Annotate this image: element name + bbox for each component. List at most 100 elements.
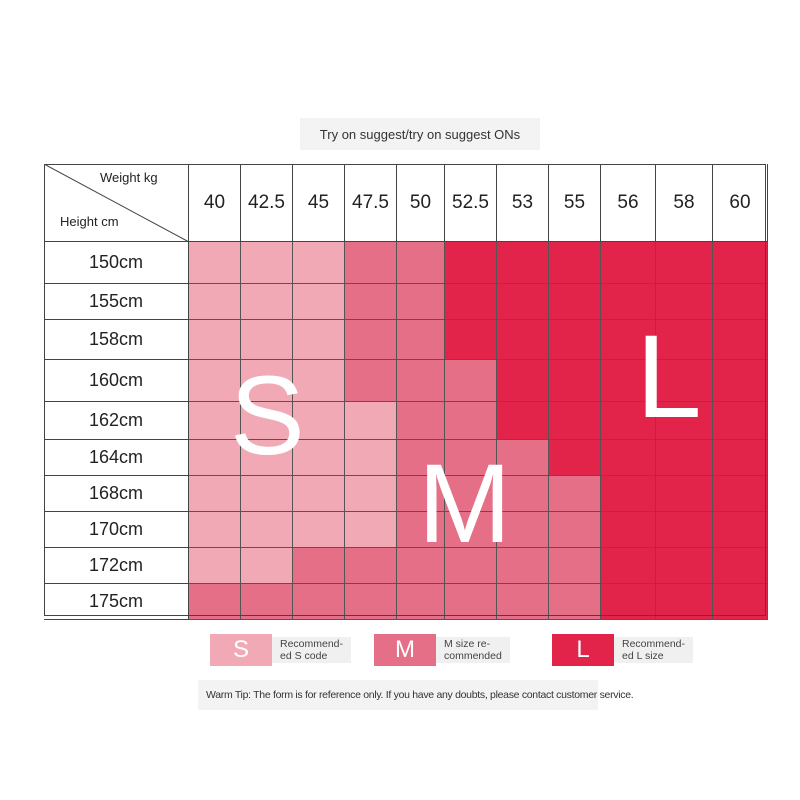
size-cell-l [601, 440, 656, 476]
size-cell-m [345, 360, 397, 402]
size-cell-s [345, 476, 397, 512]
size-l-overlay: L [636, 311, 702, 443]
size-cell-s [241, 440, 293, 476]
size-cell-s [189, 476, 241, 512]
height-row-header: 160cm [44, 360, 189, 402]
size-cell-l [656, 548, 713, 584]
size-cell-l [656, 476, 713, 512]
size-cell-m [549, 548, 601, 584]
height-row-header: 158cm [44, 320, 189, 360]
size-cell-m [241, 584, 293, 620]
legend-text-m-line1: M size re- [444, 638, 491, 650]
size-cell-l [549, 402, 601, 440]
size-cell-m [445, 402, 497, 440]
size-cell-l [497, 284, 549, 320]
size-cell-l [713, 512, 768, 548]
size-cell-l [497, 320, 549, 360]
size-cell-l [497, 242, 549, 284]
size-cell-l [713, 360, 768, 402]
size-cell-s [189, 320, 241, 360]
size-s-overlay: S [230, 353, 305, 478]
size-cell-l [656, 284, 713, 320]
size-cell-s [241, 284, 293, 320]
size-cell-m [445, 440, 497, 476]
weight-header: 47.5 [345, 164, 397, 242]
size-cell-l [497, 402, 549, 440]
size-cell-l [601, 284, 656, 320]
weight-header: 58 [656, 164, 713, 242]
size-cell-s [293, 512, 345, 548]
height-row-header: 150cm [44, 242, 189, 284]
size-cell-l [656, 584, 713, 620]
size-cell-l [601, 548, 656, 584]
size-cell-s [241, 476, 293, 512]
corner-diagonal [44, 164, 189, 242]
size-cell-m [497, 476, 549, 512]
weight-header: 56 [601, 164, 656, 242]
size-cell-s [189, 402, 241, 440]
size-cell-m [445, 512, 497, 548]
weight-axis-label: Weight kg [100, 170, 158, 185]
height-row-header: 172cm [44, 548, 189, 584]
size-cell-l [445, 284, 497, 320]
size-cell-l [445, 320, 497, 360]
size-cell-m [445, 476, 497, 512]
size-cell-l [713, 476, 768, 512]
size-cell-s [241, 402, 293, 440]
size-cell-s [241, 320, 293, 360]
size-cell-l [601, 476, 656, 512]
size-cell-l [601, 320, 656, 360]
size-cell-l [713, 584, 768, 620]
size-cell-l [601, 360, 656, 402]
height-row-header: 155cm [44, 284, 189, 320]
size-cell-l [656, 320, 713, 360]
size-cell-m [397, 284, 445, 320]
height-row-header: 164cm [44, 440, 189, 476]
size-cell-l [713, 284, 768, 320]
table-corner: Weight kg Height cm [44, 164, 189, 242]
height-row-header: 170cm [44, 512, 189, 548]
size-cell-l [549, 242, 601, 284]
size-cell-l [601, 402, 656, 440]
size-cell-l [656, 512, 713, 548]
legend-text-s-line2: ed S code [280, 650, 328, 662]
size-cell-l [656, 440, 713, 476]
size-cell-m [189, 584, 241, 620]
size-cell-s [189, 284, 241, 320]
size-cell-l [713, 402, 768, 440]
size-m-overlay: M [418, 441, 512, 566]
size-cell-m [293, 584, 345, 620]
legend-swatch-m: M [374, 634, 436, 666]
legend-swatch-s: S [210, 634, 272, 666]
legend-text-l-line2: ed L size [622, 650, 664, 662]
chart-title: Try on suggest/try on suggest ONs [300, 118, 540, 150]
size-cell-m [397, 476, 445, 512]
size-table: Weight kg Height cm 40 42.5 45 47.5 50 52.5 53… [44, 164, 768, 620]
size-cell-m [345, 320, 397, 360]
size-cell-l [549, 360, 601, 402]
size-cell-l [656, 402, 713, 440]
size-cell-m [497, 440, 549, 476]
size-cell-l [713, 320, 768, 360]
size-cell-l [549, 320, 601, 360]
weight-header: 50 [397, 164, 445, 242]
size-cell-l [549, 440, 601, 476]
height-axis-label: Height cm [60, 214, 119, 229]
size-cell-l [549, 284, 601, 320]
size-cell-m [397, 360, 445, 402]
size-cell-m [345, 242, 397, 284]
legend-text-s: Recommend-ed S code [272, 637, 352, 663]
legend-item-s: S Recommend-ed S code [210, 634, 352, 666]
size-cell-m [345, 548, 397, 584]
size-cell-m [397, 242, 445, 284]
warm-tip: Warm Tip: The form is for reference only… [198, 680, 634, 710]
weight-header: 53 [497, 164, 549, 242]
legend-text-l: Recommend-ed L size [614, 637, 694, 663]
weight-header: 52.5 [445, 164, 497, 242]
size-cell-m [497, 584, 549, 620]
size-cell-s [189, 242, 241, 284]
size-cell-s [345, 402, 397, 440]
legend-item-m: M M size re-commended [374, 634, 510, 666]
size-cell-m [445, 584, 497, 620]
legend-text-m: M size re-commended [436, 637, 510, 663]
